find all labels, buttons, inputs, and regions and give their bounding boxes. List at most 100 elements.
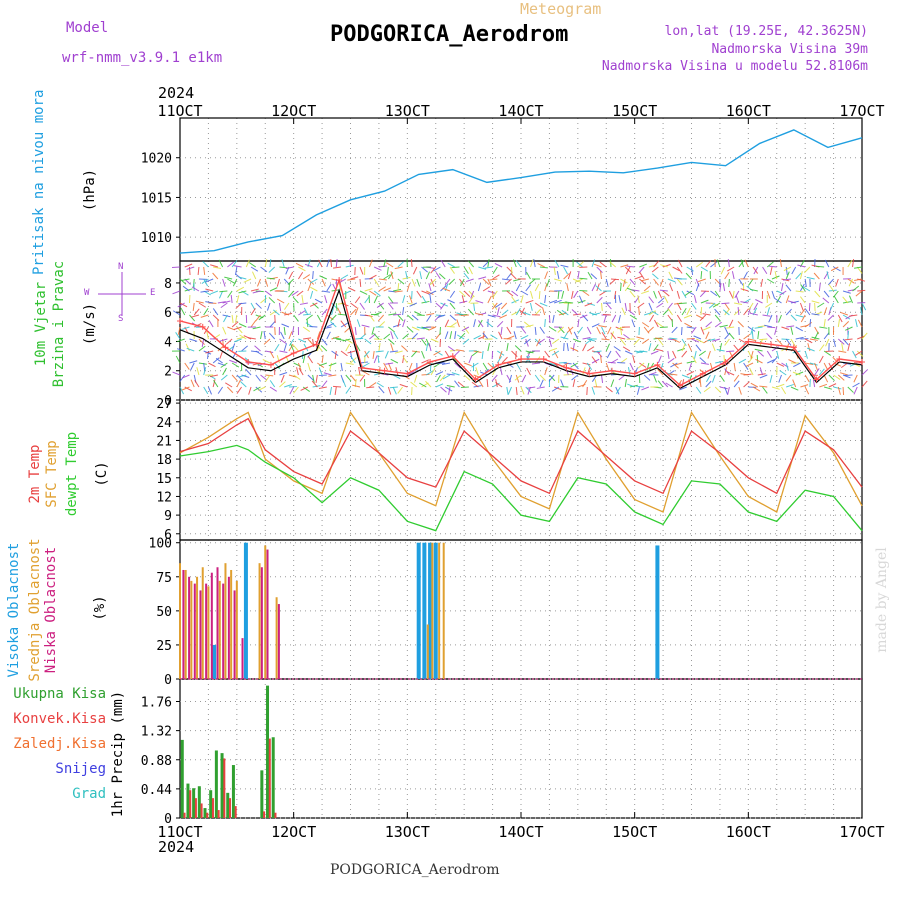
wind-arrow bbox=[534, 283, 540, 292]
wind-arrow bbox=[600, 270, 603, 280]
wind-arrow bbox=[566, 326, 574, 333]
wind-arrow bbox=[409, 302, 418, 307]
wind-arrow bbox=[331, 350, 339, 356]
wind-arrow bbox=[782, 278, 792, 281]
wind-arrow bbox=[661, 380, 669, 388]
wind-arrow bbox=[840, 311, 848, 316]
wind-arrow bbox=[238, 290, 247, 294]
wind-arrow bbox=[446, 373, 455, 376]
precip-bar bbox=[197, 786, 201, 818]
wind-arrow bbox=[172, 290, 181, 295]
wind-arrow bbox=[665, 382, 673, 388]
wind-arrow bbox=[355, 337, 364, 340]
wind-arrow bbox=[549, 326, 557, 332]
precip-bar bbox=[226, 792, 230, 818]
wind-arrow bbox=[508, 374, 513, 383]
wind-arrow bbox=[715, 360, 724, 364]
wind-arrow bbox=[451, 266, 460, 269]
wind-arrow bbox=[496, 320, 504, 328]
wind-arrow bbox=[213, 380, 219, 388]
wind-arrow bbox=[622, 346, 631, 352]
wind-arrow bbox=[329, 362, 333, 371]
wind-arrow bbox=[303, 337, 312, 340]
y-tick-label: 0.88 bbox=[141, 754, 172, 769]
wind-gust-marker bbox=[381, 367, 388, 374]
wind-arrow bbox=[478, 379, 484, 388]
wind-arrow bbox=[549, 347, 558, 352]
wind-arrow bbox=[340, 320, 347, 328]
wind-arrow bbox=[373, 290, 381, 297]
wind-arrow bbox=[337, 307, 342, 316]
wind-arrow bbox=[411, 332, 418, 340]
wind-arrow bbox=[266, 302, 271, 311]
wind-arrow bbox=[731, 271, 735, 280]
precip-bar bbox=[189, 790, 192, 818]
wind-arrow bbox=[342, 338, 351, 342]
cloud-bar bbox=[655, 545, 660, 679]
wind-arrow bbox=[402, 276, 411, 280]
temp-unit: (C) bbox=[94, 461, 110, 487]
wind-arrow bbox=[705, 380, 712, 388]
precip-legend-frz: Zaledj.Kisa bbox=[13, 736, 106, 752]
wind-arrow bbox=[653, 374, 658, 383]
wind-arrow bbox=[700, 362, 709, 365]
wind-arrow bbox=[727, 386, 730, 395]
wind-arrow bbox=[373, 332, 380, 340]
wind-arrow bbox=[210, 264, 219, 268]
wind-arrow bbox=[827, 314, 834, 321]
cloud-bar bbox=[190, 580, 193, 679]
model-label: Model bbox=[66, 20, 109, 36]
wind-arrow bbox=[822, 297, 830, 304]
wind-arrow bbox=[269, 332, 276, 340]
wind-arrow bbox=[426, 312, 435, 316]
wind-arrow bbox=[752, 386, 761, 392]
wind-arrow bbox=[318, 367, 323, 376]
wind-arrow bbox=[292, 344, 299, 352]
wind-arrow bbox=[659, 278, 664, 287]
wind-arrow bbox=[273, 309, 280, 316]
wind-arrow bbox=[338, 283, 342, 292]
cloud-bar bbox=[207, 586, 210, 679]
wind-arrow bbox=[830, 266, 839, 272]
wind-arrow bbox=[832, 356, 839, 364]
wind-arrow bbox=[667, 357, 675, 364]
wind-arrow bbox=[484, 266, 493, 269]
wind-arrow bbox=[203, 386, 209, 395]
footer-title: PODGORICA_Aerodrom bbox=[330, 862, 500, 878]
wind-arrow bbox=[499, 314, 507, 319]
wind-arrow bbox=[520, 335, 529, 340]
wind-arrow bbox=[827, 278, 834, 286]
wind-arrow bbox=[795, 336, 804, 340]
cloud-bar bbox=[264, 545, 267, 679]
wind-arrow bbox=[537, 338, 545, 345]
wind-arrow bbox=[686, 326, 695, 329]
wind-arrow bbox=[681, 290, 687, 299]
wind-arrow bbox=[687, 343, 692, 352]
wind-arrow bbox=[411, 326, 420, 331]
wind-arrow bbox=[220, 302, 228, 309]
wind-arrow bbox=[539, 326, 545, 334]
wind-arrow bbox=[421, 295, 427, 304]
wind-arrow bbox=[442, 374, 451, 380]
wind-arrow bbox=[638, 306, 640, 316]
wind-arrow bbox=[621, 307, 626, 316]
wind-arrow bbox=[560, 264, 569, 268]
wind-arrow bbox=[809, 362, 818, 366]
wind-arrow bbox=[243, 278, 252, 283]
x-tick-label-bottom: 12OCT bbox=[271, 823, 316, 841]
wind-arrow bbox=[640, 278, 649, 282]
wind-arrow bbox=[618, 295, 621, 304]
wind-arrow bbox=[350, 308, 357, 316]
wind-arrow bbox=[435, 302, 443, 309]
wind-arrow bbox=[231, 260, 238, 268]
wind-gust-marker bbox=[222, 344, 229, 351]
wind-arrow bbox=[318, 374, 327, 377]
wind-arrow bbox=[444, 331, 449, 340]
wind-arrow bbox=[487, 278, 492, 287]
wind-arrow bbox=[577, 326, 583, 334]
wind-arrow bbox=[835, 278, 839, 287]
wind-arrow bbox=[274, 344, 280, 352]
wind-arrow bbox=[487, 362, 494, 369]
wind-arrow bbox=[619, 282, 622, 292]
wind-arrow bbox=[434, 314, 441, 322]
